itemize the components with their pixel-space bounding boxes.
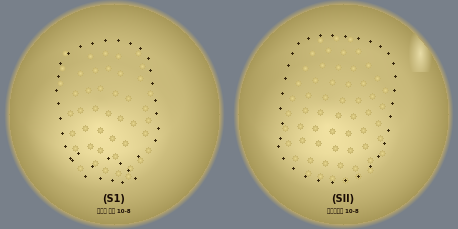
Text: 활성화균상 10-8: 활성화균상 10-8 xyxy=(327,208,359,214)
Text: 제대균 음류 10-8: 제대균 음류 10-8 xyxy=(97,208,131,214)
Text: (SII): (SII) xyxy=(332,194,354,204)
Text: (S1): (S1) xyxy=(103,194,125,204)
